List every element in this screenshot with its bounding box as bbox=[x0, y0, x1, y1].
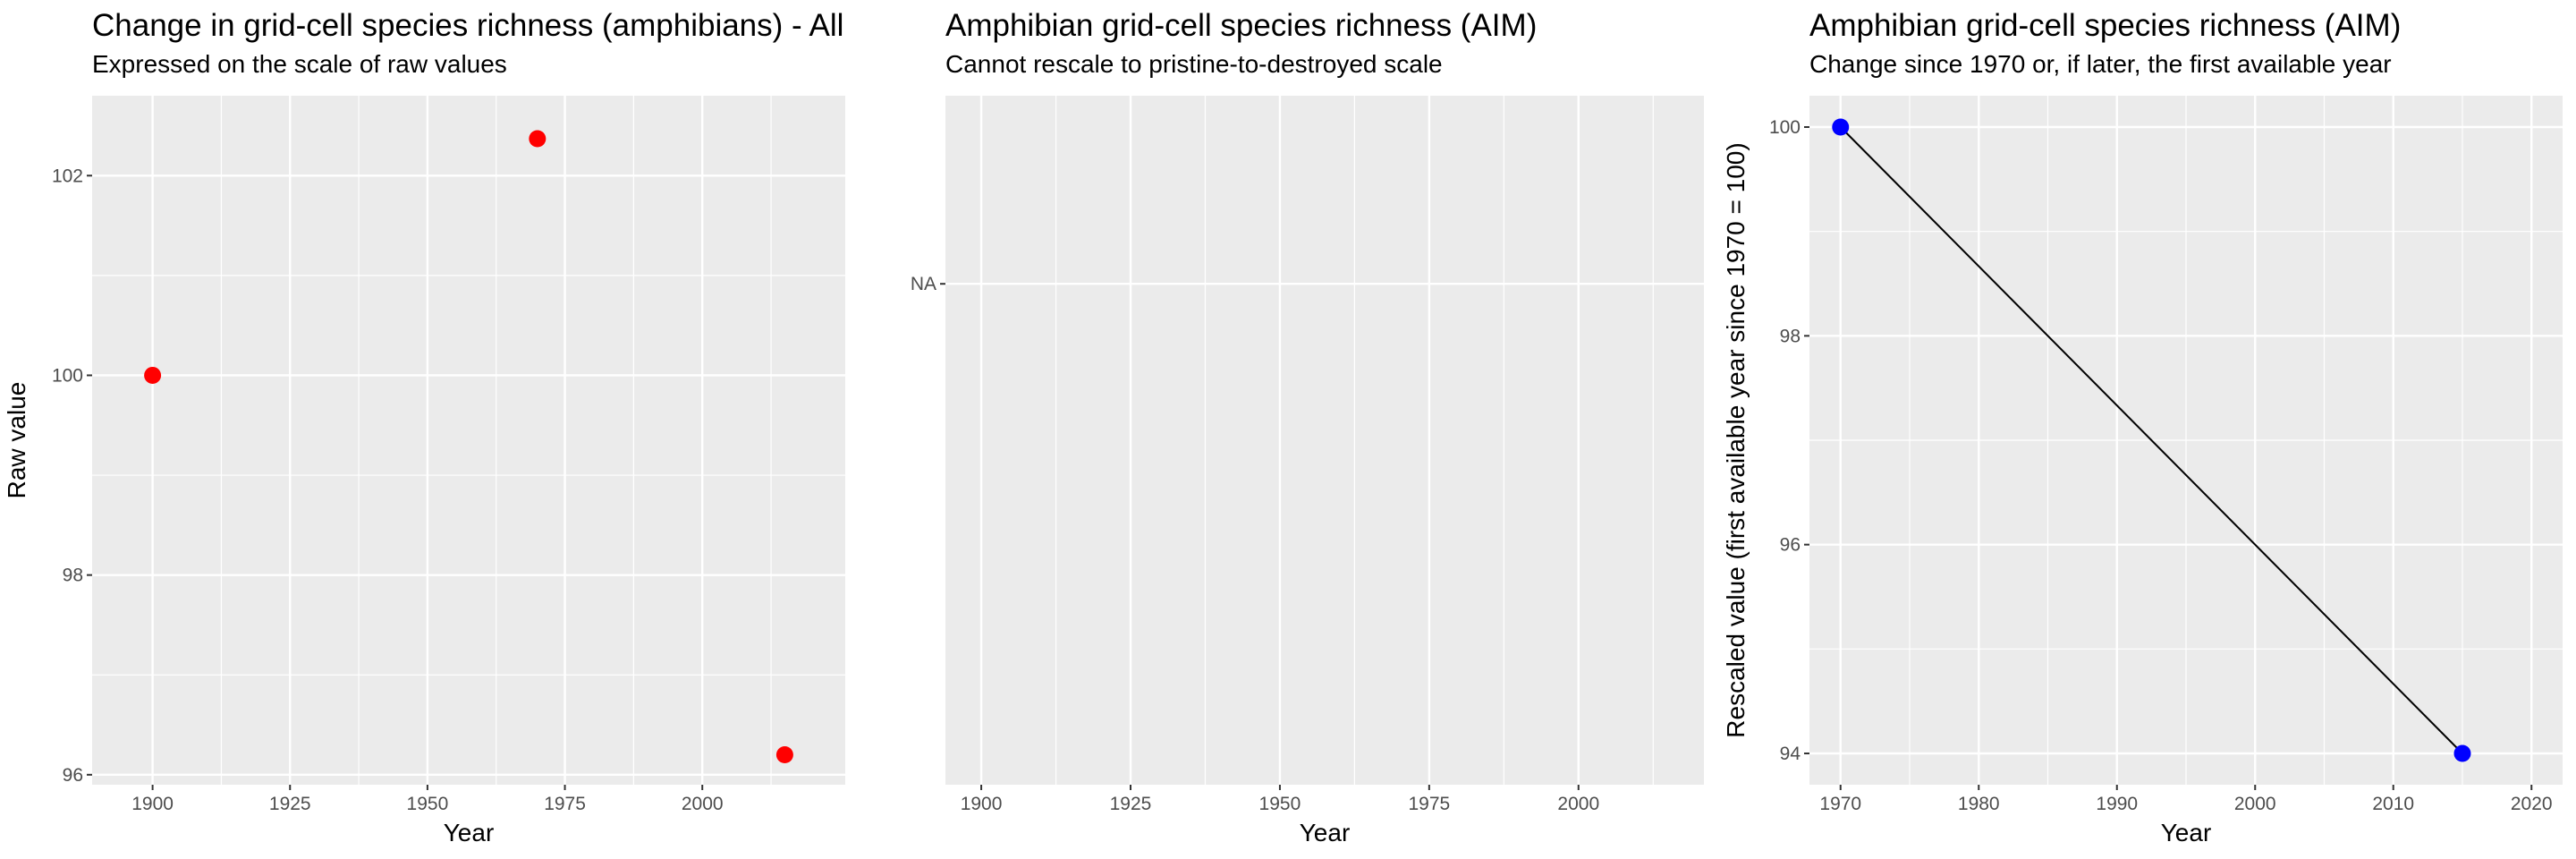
x-tick-label: 2000 bbox=[1557, 794, 1599, 814]
y-tick-label: 94 bbox=[1780, 744, 1801, 764]
chart-plot: 1900 1925 1950 1975 2000 NA Year bbox=[911, 96, 1704, 846]
chart-subtitle: Change since 1970 or, if later, the firs… bbox=[1809, 50, 2392, 78]
y-tick-label: 100 bbox=[1769, 117, 1801, 138]
x-tick-label: 1950 bbox=[407, 794, 449, 814]
chart-title: Amphibian grid-cell species richness (AI… bbox=[1809, 8, 2402, 43]
chart-panel-rescaled: Amphibian grid-cell species richness (AI… bbox=[1717, 0, 2576, 859]
y-tick-label: NA bbox=[911, 274, 936, 294]
chart-plot: 1970 1980 1990 2000 2010 2020 94 96 98 100 Year Res… bbox=[1722, 96, 2563, 846]
data-point bbox=[529, 130, 547, 148]
y-tick-label: 100 bbox=[52, 365, 83, 386]
data-point bbox=[2453, 744, 2471, 762]
y-axis-title: Raw value bbox=[3, 382, 30, 499]
x-tick-label: 1925 bbox=[1110, 794, 1152, 814]
x-tick-label: 1925 bbox=[269, 794, 311, 814]
x-tick-label: 1950 bbox=[1259, 794, 1301, 814]
chart-plot: 1900 1925 1950 1975 2000 96 98 100 102 Year Raw va… bbox=[3, 96, 845, 846]
x-tick-label: 1900 bbox=[131, 794, 174, 814]
plot-background bbox=[92, 96, 845, 785]
x-tick-label: 1975 bbox=[544, 794, 586, 814]
data-point bbox=[144, 366, 162, 384]
x-axis-title: Year bbox=[1300, 819, 1351, 846]
x-tick-label: 1900 bbox=[961, 794, 1003, 814]
x-tick-label: 2010 bbox=[2372, 794, 2414, 814]
x-tick-label: 2000 bbox=[682, 794, 724, 814]
data-point bbox=[775, 746, 793, 764]
x-tick-label: 2000 bbox=[2234, 794, 2276, 814]
chart-subtitle: Cannot rescale to pristine-to-destroyed … bbox=[945, 50, 1443, 78]
x-tick-label: 1980 bbox=[1958, 794, 2000, 814]
y-tick-label: 96 bbox=[1780, 535, 1801, 556]
chart-title: Change in grid-cell species richness (am… bbox=[92, 8, 844, 43]
x-tick-label: 1970 bbox=[1819, 794, 1861, 814]
x-tick-label: 1975 bbox=[1408, 794, 1450, 814]
y-tick-label: 98 bbox=[63, 566, 83, 586]
x-tick-label: 1990 bbox=[2096, 794, 2138, 814]
data-point bbox=[1832, 118, 1850, 136]
chart-panel-na-scale: Amphibian grid-cell species richness (AI… bbox=[859, 0, 1717, 859]
chart-subtitle: Expressed on the scale of raw values bbox=[92, 50, 507, 78]
y-tick-label: 102 bbox=[52, 166, 83, 186]
x-axis-title: Year bbox=[444, 819, 495, 846]
plot-background bbox=[945, 96, 1704, 785]
y-axis-title: Rescaled value (first available year sin… bbox=[1722, 142, 1750, 737]
chart-title: Amphibian grid-cell species richness (AI… bbox=[945, 8, 1538, 43]
x-axis-title: Year bbox=[2161, 819, 2212, 846]
x-tick-label: 2020 bbox=[2511, 794, 2553, 814]
series-line bbox=[1840, 126, 2463, 754]
chart-panel-raw-values: Change in grid-cell species richness (am… bbox=[0, 0, 859, 859]
y-tick-label: 98 bbox=[1780, 326, 1801, 346]
y-tick-label: 96 bbox=[63, 765, 83, 786]
